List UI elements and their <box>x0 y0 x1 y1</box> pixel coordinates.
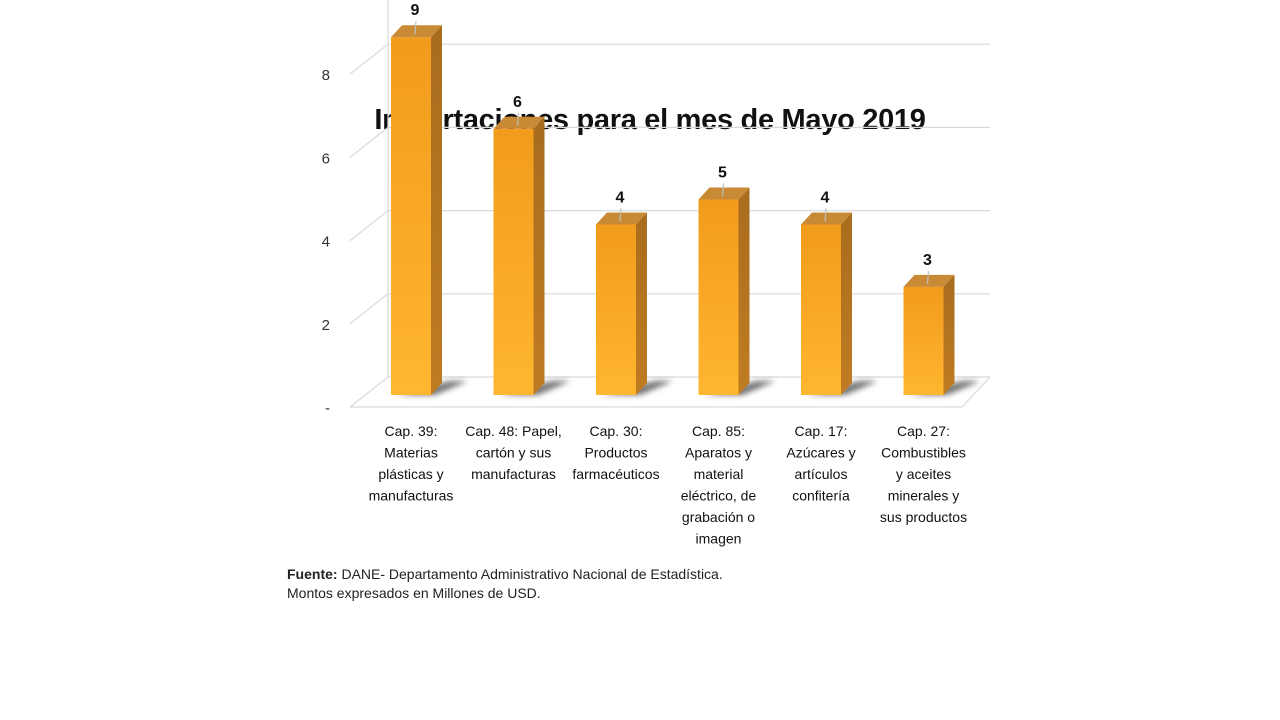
bar-top <box>698 187 750 200</box>
category-label: Cap. 30: Productos farmacéuticos <box>572 423 659 482</box>
bar-top <box>391 25 442 38</box>
category-label-line: sus productos <box>880 509 967 525</box>
bar <box>493 116 545 395</box>
category-label-line: minerales y <box>888 488 960 504</box>
bar-side <box>738 187 750 395</box>
category-label-line: Cap. 30: <box>590 423 643 439</box>
bars <box>391 25 955 396</box>
leader-line <box>824 208 827 222</box>
leader-line <box>414 21 417 35</box>
bar-top <box>903 274 955 287</box>
category-label-line: Cap. 39: <box>385 423 438 439</box>
category-label-line: Azúcares y <box>786 445 855 461</box>
category-label-line: manufacturas <box>471 466 556 482</box>
bar-front <box>903 286 944 395</box>
category-labels: Cap. 39: Materias plásticas y manufacturasC… <box>369 423 968 547</box>
source-text: DANE- Departamento Administrativo Nacion… <box>337 566 723 582</box>
bar <box>391 25 442 396</box>
bar-top <box>596 212 647 225</box>
bar <box>698 187 750 395</box>
bar-front <box>801 224 841 395</box>
category-label-line: Cap. 48: Papel, <box>465 423 562 439</box>
bar <box>903 274 955 395</box>
bar <box>801 212 852 395</box>
data-label: 3 <box>923 252 932 269</box>
gridline-side <box>349 376 389 408</box>
bar <box>596 212 647 395</box>
source-line: Fuente: DANE- Departamento Administrativ… <box>287 565 723 584</box>
category-label-line: Cap. 17: <box>795 423 848 439</box>
category-label-line: Cap. 27: <box>897 423 950 439</box>
source-label: Fuente: <box>287 566 338 582</box>
gridline-side <box>349 293 389 325</box>
y-tick-label: 10 <box>313 0 330 1</box>
y-tick-label: 6 <box>322 150 330 167</box>
gridlines <box>349 0 991 408</box>
bar-front <box>391 37 431 396</box>
category-label-line: artículos <box>795 466 848 482</box>
y-tick-label: 8 <box>322 67 330 84</box>
category-label-line: plásticas y <box>378 466 443 482</box>
gridline-side <box>349 210 389 242</box>
category-label: Cap. 27: Combustibles y aceites minerales y… <box>880 423 967 525</box>
data-labels: 9 6 4 5 4 3 <box>411 2 932 284</box>
bar-top <box>801 212 852 225</box>
bar-front <box>596 224 636 395</box>
bar-front <box>698 199 739 395</box>
bar-top <box>493 116 545 129</box>
source-note: Fuente: DANE- Departamento Administrativ… <box>287 565 723 603</box>
bar-side <box>943 274 955 395</box>
category-label-line: grabación o <box>682 509 755 525</box>
category-label-line: imagen <box>696 531 742 547</box>
category-label: Cap. 39: Materias plásticas y manufacturas <box>369 423 454 504</box>
gridline-side <box>349 126 389 158</box>
category-label-line: cartón y sus <box>476 445 551 461</box>
bar-side <box>841 212 852 395</box>
gridline-side <box>349 43 389 75</box>
category-label-line: eléctrico, de <box>681 488 757 504</box>
floor-edge-right <box>961 376 991 408</box>
y-tick-label: 2 <box>322 317 330 334</box>
data-label: 9 <box>411 2 420 19</box>
y-tick-label: - <box>325 400 330 417</box>
category-label-line: Productos <box>584 445 647 461</box>
leader-line <box>619 208 622 222</box>
units-note: Montos expresados en Millones de USD. <box>287 585 541 601</box>
category-label: Cap. 85: Aparatos y material eléctrico, de g… <box>681 423 757 547</box>
category-label-line: confitería <box>792 488 850 504</box>
category-label: Cap. 48: Papel, cartón y sus manufacturas <box>465 423 562 482</box>
y-tick-label: 4 <box>322 234 330 251</box>
category-label-line: farmacéuticos <box>572 466 659 482</box>
category-label-line: Materias <box>384 445 438 461</box>
chart-title: Importaciones para el mes de Mayo 2019 <box>374 104 926 136</box>
leader-line <box>516 112 520 126</box>
data-label: 4 <box>821 189 830 206</box>
leader-line <box>926 270 930 284</box>
bar-side <box>431 25 442 396</box>
leader-line <box>721 183 725 197</box>
data-label: 4 <box>616 189 625 206</box>
category-label-line: y aceites <box>896 466 951 482</box>
y-axis-ticks: - 2 4 6 8 10 <box>313 0 330 417</box>
category-label-line: manufacturas <box>369 488 454 504</box>
category-label-line: Combustibles <box>881 445 966 461</box>
bar-side <box>533 116 545 395</box>
bar-shadows <box>397 381 981 395</box>
data-label: 5 <box>718 164 727 181</box>
category-label-line: Cap. 85: <box>692 423 745 439</box>
bar-side <box>636 212 647 395</box>
category-label-line: Aparatos y <box>685 445 752 461</box>
data-label: 6 <box>513 94 522 111</box>
category-label: Cap. 17: Azúcares y artículos confitería <box>786 423 855 504</box>
bar-front <box>493 128 534 395</box>
category-label-line: material <box>694 466 744 482</box>
